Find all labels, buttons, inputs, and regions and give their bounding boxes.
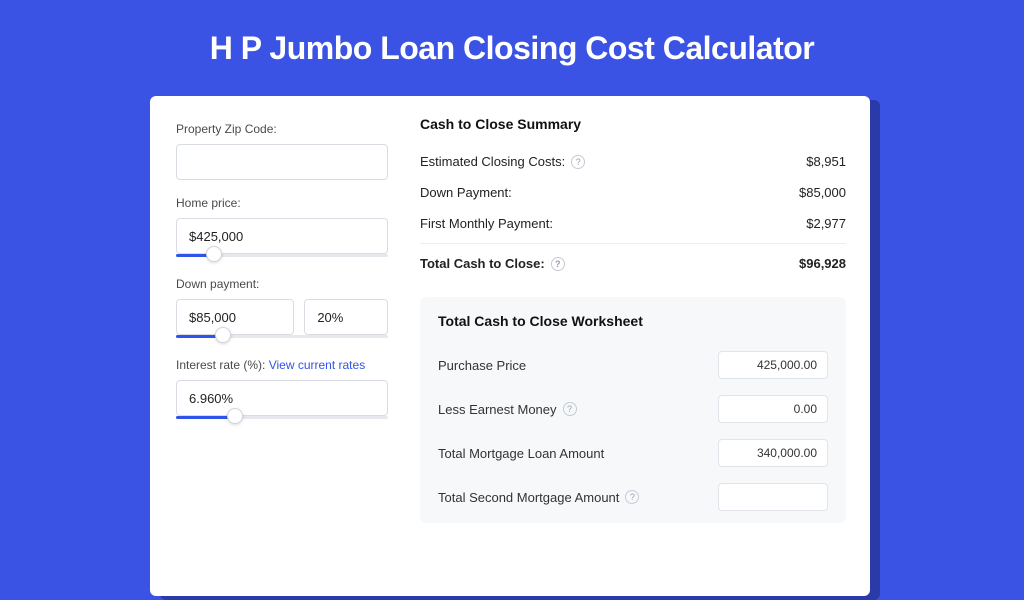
summary-row: First Monthly Payment: $2,977 xyxy=(420,208,846,239)
help-icon[interactable]: ? xyxy=(563,402,577,416)
summary-title: Cash to Close Summary xyxy=(420,116,846,132)
worksheet-row-label: Less Earnest Money xyxy=(438,402,557,417)
interest-rate-label-text: Interest rate (%): xyxy=(176,358,269,372)
summary-total-label: Total Cash to Close: xyxy=(420,256,545,271)
worksheet-row-value[interactable]: 0.00 xyxy=(718,395,828,423)
summary-row-value: $8,951 xyxy=(806,154,846,169)
home-price-slider[interactable] xyxy=(176,251,388,261)
worksheet-row-label: Total Second Mortgage Amount xyxy=(438,490,619,505)
help-icon[interactable]: ? xyxy=(551,257,565,271)
worksheet-panel: Total Cash to Close Worksheet Purchase P… xyxy=(420,297,846,523)
summary-row-value: $2,977 xyxy=(806,216,846,231)
worksheet-row: Purchase Price 425,000.00 xyxy=(438,343,828,387)
worksheet-row-label: Purchase Price xyxy=(438,358,526,373)
slider-thumb[interactable] xyxy=(215,327,231,343)
down-payment-pct-input[interactable] xyxy=(304,299,388,335)
worksheet-row: Less Earnest Money ? 0.00 xyxy=(438,387,828,431)
summary-row: Down Payment: $85,000 xyxy=(420,177,846,208)
interest-rate-input[interactable] xyxy=(176,380,388,416)
worksheet-row-label: Total Mortgage Loan Amount xyxy=(438,446,604,461)
help-icon[interactable]: ? xyxy=(625,490,639,504)
summary-row-label: First Monthly Payment: xyxy=(420,216,553,231)
input-column: Property Zip Code: Home price: Down paym… xyxy=(150,96,410,596)
down-payment-label: Down payment: xyxy=(176,277,388,291)
field-interest-rate: Interest rate (%): View current rates xyxy=(176,358,388,423)
slider-thumb[interactable] xyxy=(206,246,222,262)
zip-input[interactable] xyxy=(176,144,388,180)
page-title: H P Jumbo Loan Closing Cost Calculator xyxy=(0,0,1024,91)
field-zip: Property Zip Code: xyxy=(176,122,388,180)
interest-rate-label: Interest rate (%): View current rates xyxy=(176,358,388,372)
zip-label: Property Zip Code: xyxy=(176,122,388,136)
summary-total-row: Total Cash to Close: ? $96,928 xyxy=(420,243,846,279)
home-price-label: Home price: xyxy=(176,196,388,210)
calculator-card: Property Zip Code: Home price: Down paym… xyxy=(150,96,870,596)
interest-rate-slider[interactable] xyxy=(176,413,388,423)
field-home-price: Home price: xyxy=(176,196,388,261)
summary-total-value: $96,928 xyxy=(799,256,846,271)
down-payment-slider[interactable] xyxy=(176,332,388,342)
field-down-payment: Down payment: xyxy=(176,277,388,342)
view-rates-link[interactable]: View current rates xyxy=(269,358,366,372)
summary-row: Estimated Closing Costs: ? $8,951 xyxy=(420,146,846,177)
worksheet-row: Total Mortgage Loan Amount 340,000.00 xyxy=(438,431,828,475)
worksheet-row-value[interactable]: 340,000.00 xyxy=(718,439,828,467)
help-icon[interactable]: ? xyxy=(571,155,585,169)
slider-thumb[interactable] xyxy=(227,408,243,424)
summary-row-label: Down Payment: xyxy=(420,185,512,200)
summary-row-label: Estimated Closing Costs: xyxy=(420,154,565,169)
summary-row-value: $85,000 xyxy=(799,185,846,200)
down-payment-input[interactable] xyxy=(176,299,294,335)
worksheet-row-value[interactable]: 425,000.00 xyxy=(718,351,828,379)
summary-column: Cash to Close Summary Estimated Closing … xyxy=(410,96,870,596)
worksheet-row-value[interactable] xyxy=(718,483,828,511)
worksheet-row: Total Second Mortgage Amount ? xyxy=(438,475,828,519)
worksheet-title: Total Cash to Close Worksheet xyxy=(438,313,828,329)
